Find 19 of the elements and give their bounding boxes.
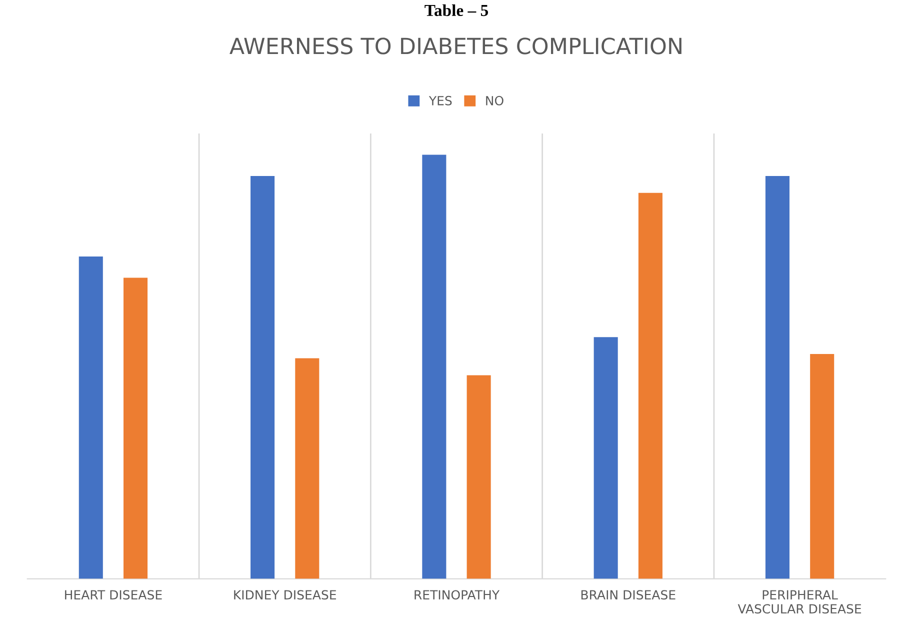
- bar: [295, 358, 320, 579]
- text: Table – 5: [424, 4, 488, 16]
- bar: [765, 176, 790, 579]
- bar: [250, 176, 275, 579]
- bar: [466, 375, 491, 579]
- x-tick-label: KIDNEY DISEASE: [234, 590, 336, 600]
- x-tick-label: PERIPHERAL VASCULAR DISEASE: [738, 590, 862, 614]
- legend-label: YES: [428, 96, 452, 106]
- bar: [78, 256, 103, 579]
- chart-title: AWERNESS TO DIABETES COMPLICATION: [230, 38, 682, 54]
- bar: [594, 337, 618, 579]
- x-tick-label: RETINOPATHY: [414, 590, 500, 600]
- bar: [638, 192, 662, 579]
- bar: [124, 278, 148, 579]
- bar: [810, 354, 834, 579]
- bar: [422, 154, 446, 579]
- x-tick-label: BRAIN DISEASE: [581, 590, 676, 600]
- x-tick-label: HEART DISEASE: [65, 590, 162, 600]
- legend-label: NO: [486, 96, 504, 106]
